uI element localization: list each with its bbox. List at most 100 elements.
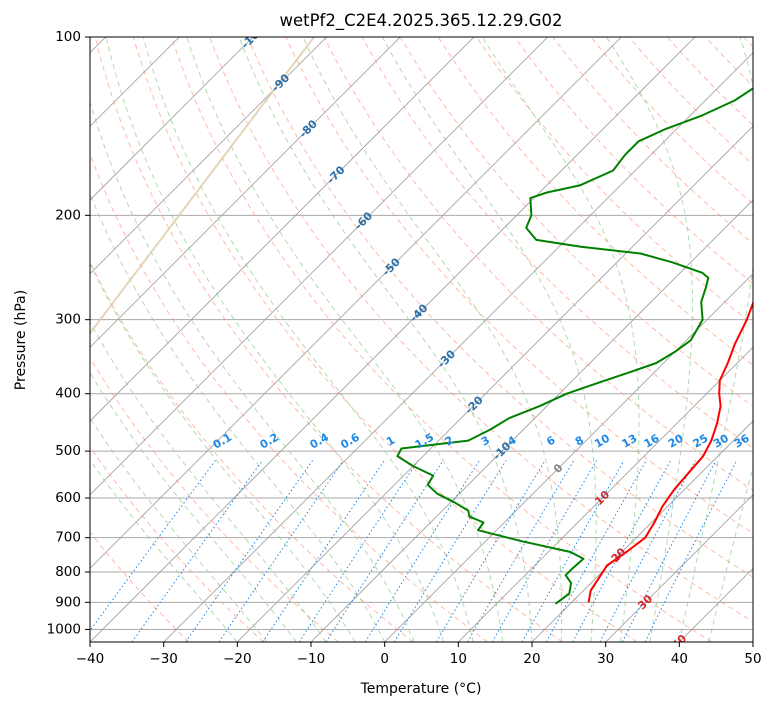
mixing-ratio-line (435, 460, 546, 642)
mixing-ratio-label: 13 (620, 432, 640, 451)
isotherm-line (90, 37, 401, 348)
x-tick-label: −40 (76, 651, 105, 667)
mixing-ratio-line (90, 460, 216, 632)
chart-title: wetPf2_C2E4.2025.365.12.29.G02 (279, 11, 562, 31)
isotherm-line (163, 52, 753, 642)
dry-adiabat-line (209, 37, 753, 623)
moist-adiabat-line (142, 37, 474, 642)
dry-adiabat-line (90, 531, 190, 642)
mixing-ratio-line (131, 460, 263, 642)
mixing-ratio-line (218, 460, 344, 642)
isotherm-line (90, 37, 548, 496)
moist-adiabat-line (302, 37, 563, 642)
isotherm-line (531, 420, 753, 642)
y-tick-label: 900 (55, 594, 81, 610)
mixing-ratio-line (491, 460, 598, 642)
x-axis-label: Temperature (°C) (360, 681, 482, 697)
moist-adiabat-line (90, 321, 327, 642)
dry-adiabat-line (743, 37, 753, 48)
plot-background (90, 37, 753, 642)
tan-curve-line (90, 37, 315, 335)
mixing-ratio-line (467, 460, 575, 642)
y-tick-label: 200 (55, 207, 81, 223)
mixing-ratio-line (325, 460, 444, 642)
dry-adiabat-line (437, 37, 753, 366)
isotherm-line (679, 567, 753, 642)
dewpoint-line (396, 87, 753, 605)
x-tick-label: 0 (380, 651, 389, 667)
y-tick-label: 600 (55, 490, 81, 506)
y-tick-label: 100 (55, 29, 81, 45)
x-tick-label: −20 (223, 651, 252, 667)
y-tick-label: 400 (55, 386, 81, 402)
moist-adiabat-line (90, 371, 297, 642)
mixing-ratio-line (298, 460, 419, 642)
dry-adiabat-line (399, 37, 753, 407)
moist-adiabat-line (186, 37, 503, 642)
y-tick-label: 800 (55, 564, 81, 580)
moist-adiabat-line (481, 37, 640, 642)
dry-adiabat-line (361, 37, 753, 449)
isotherm-line (458, 346, 753, 642)
isotherm-line (90, 37, 622, 569)
y-tick-label: 700 (55, 530, 81, 546)
isotherm-line (90, 37, 254, 201)
mixing-ratio-label: 3 (479, 434, 492, 449)
moist-adiabat-line (238, 37, 533, 642)
y-tick-label: 500 (55, 443, 81, 459)
moist-adiabat-line (90, 262, 356, 642)
x-tick-label: 50 (744, 651, 761, 667)
dry-adiabat-line (514, 37, 753, 285)
mixing-ratio-label: 2 (443, 434, 456, 449)
moist-adiabat-line (105, 37, 445, 642)
mixing-ratio-line (364, 460, 480, 642)
y-tick-label: 300 (55, 312, 81, 328)
mixing-ratio-label: 6 (544, 433, 557, 448)
dry-adiabat-line (285, 37, 753, 535)
y-axis: 100 200 300 400 500 600 700 800 900 1000 (47, 29, 90, 637)
temperature-line (587, 300, 753, 603)
mixing-ratio-label: 1 (384, 434, 397, 449)
isotherm-line (90, 37, 696, 642)
moist-adiabat-line (90, 99, 415, 642)
mixing-ratio-line (262, 460, 385, 642)
moist-adiabat-line (381, 37, 597, 642)
dry-adiabat-line (666, 37, 753, 126)
dry-adiabat-line (132, 37, 638, 642)
mixing-ratio-line (545, 460, 647, 642)
y-tick-label: 1000 (47, 621, 81, 637)
mixing-ratio-line (521, 460, 625, 642)
dry-adiabat-line (247, 37, 753, 578)
y-axis-label: Pressure (hPa) (13, 290, 29, 390)
dry-adiabat-line (171, 37, 712, 642)
dry-adiabat-line (90, 446, 264, 642)
mixing-ratio-line (644, 460, 738, 642)
x-axis: −40 −30 −20 −10 0 10 20 30 40 50 (76, 642, 762, 667)
mixing-ratio-label: 8 (573, 434, 586, 449)
moist-adiabat-line (90, 459, 238, 642)
dry-adiabat-line (90, 152, 488, 642)
mixing-ratio-label: 0.2 (258, 431, 281, 452)
moist-adiabat-line (90, 192, 386, 642)
dry-adiabat-line (90, 356, 339, 642)
dry-adiabat-line (323, 37, 753, 491)
isotherm-line (384, 273, 753, 642)
mixing-ratio-label: 16 (642, 431, 662, 450)
x-tick-label: 20 (523, 651, 540, 667)
isotherm-line (237, 125, 753, 642)
x-tick-label: 10 (450, 651, 467, 667)
dry-adiabat-line (90, 260, 414, 642)
mixing-ratio-label: 36 (732, 431, 752, 450)
moist-adiabat-line (90, 417, 268, 642)
mixing-ratio-label: 0.1 (211, 431, 234, 452)
x-tick-label: 30 (597, 651, 614, 667)
isotherm-line (605, 494, 753, 642)
isotherm-line (90, 37, 475, 422)
isotherm-line (752, 641, 753, 642)
dry-adiabat-line (704, 37, 753, 87)
x-tick-label: −10 (297, 651, 326, 667)
isotherm-line (310, 199, 753, 642)
dry-adiabat-line (94, 37, 563, 642)
x-tick-label: −30 (149, 651, 178, 667)
